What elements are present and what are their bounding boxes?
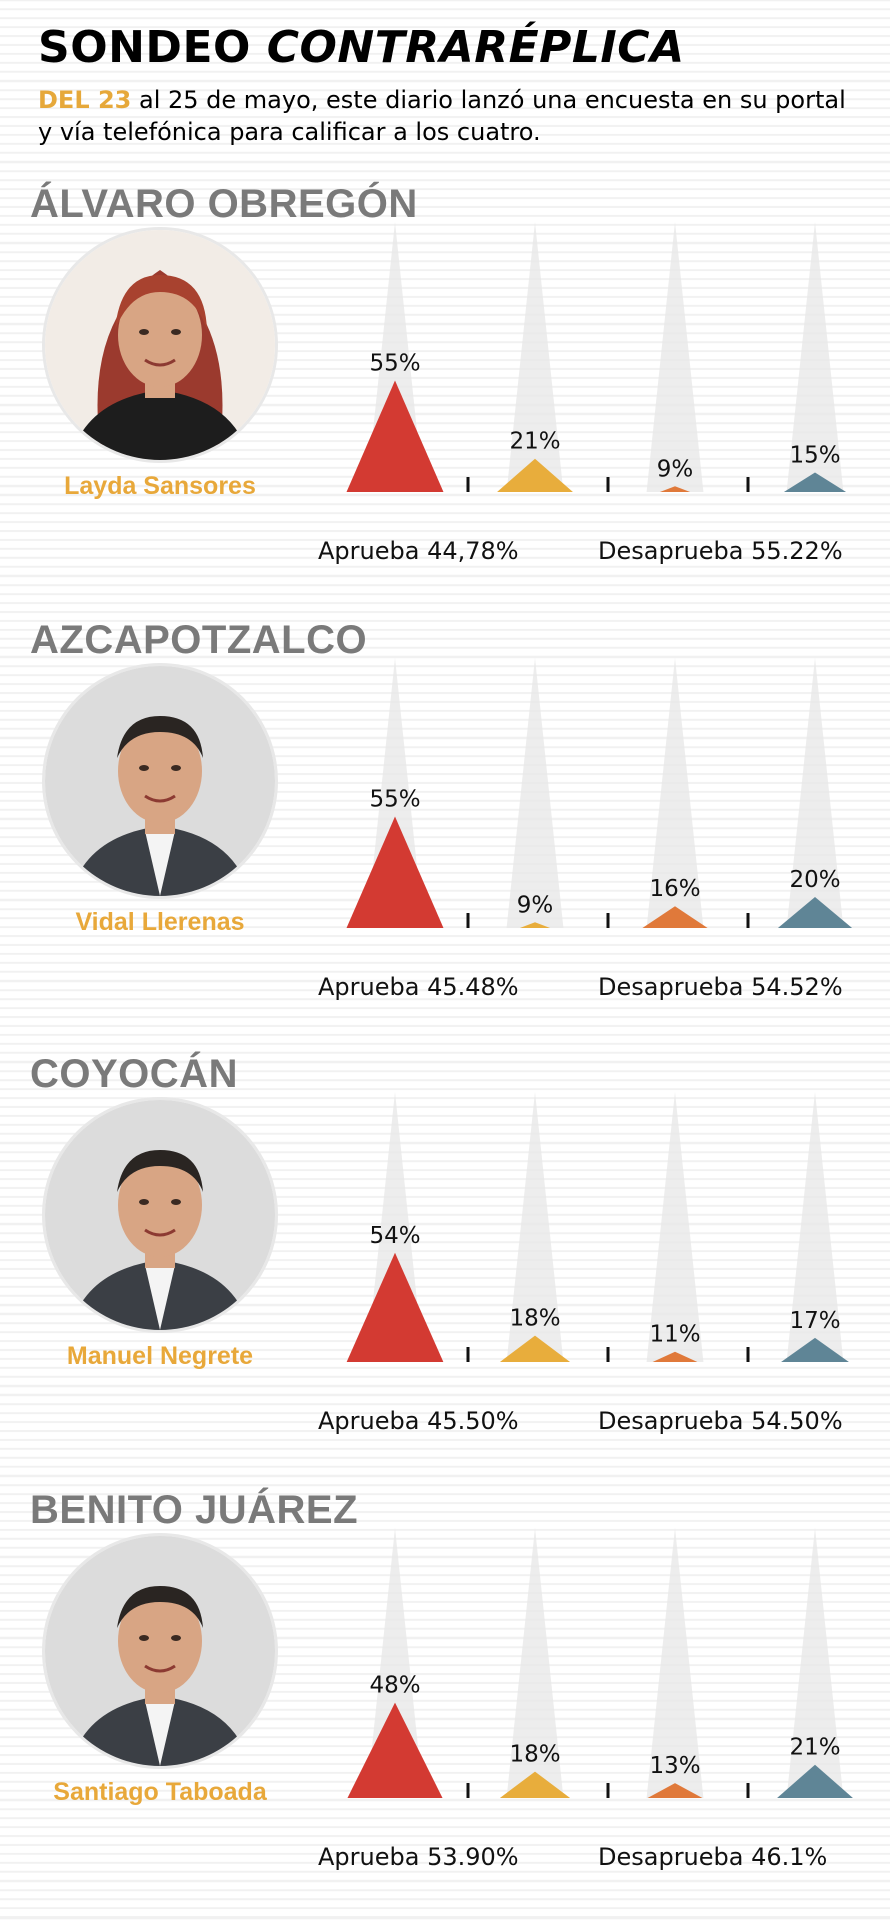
ghost-triangle (506, 1092, 564, 1362)
intro-rest: al 25 de mayo, este diario lanzó una enc… (38, 86, 846, 146)
bar-1 (519, 922, 551, 928)
ghost-triangle (506, 222, 564, 492)
ghost-triangle (506, 1528, 564, 1798)
data-label-0: 48% (369, 1673, 420, 1699)
data-label-1: 18% (509, 1742, 560, 1768)
ghost-triangle (366, 1528, 424, 1798)
ghost-triangle (786, 658, 844, 928)
disapprove-text: Desaprueba 54.50% (598, 1407, 843, 1435)
borough-title: COYOCÁN (30, 1052, 238, 1096)
bar-2 (659, 486, 691, 492)
disapprove-text: Desaprueba 46.1% (598, 1843, 828, 1871)
bar-2 (652, 1351, 698, 1362)
bar-3 (783, 472, 847, 492)
data-label-0: 55% (369, 351, 420, 377)
bar-3 (781, 1337, 849, 1362)
page-title: SONDEO CONTRARÉPLICA (38, 22, 685, 73)
bar-1 (497, 458, 573, 492)
rating-chart: 55%Menosde 59%Entre6 y 716%820%Entre9 y … (346, 658, 853, 928)
section-2: COYOCÁN Manuel Negrete 54%Menosde 518%Entr… (0, 1052, 890, 1487)
woman-portrait-icon (45, 230, 275, 460)
man-portrait-icon (45, 1100, 275, 1330)
person-name: Santiago Taboada (53, 1778, 267, 1806)
rating-chart: 54%Menosde 518%Entre6 y 711%817%Entre9 y… (346, 1092, 849, 1362)
data-label-3: 20% (789, 867, 840, 893)
portrait-photo (45, 230, 275, 460)
data-label-2: 9% (657, 456, 694, 482)
bar-3 (777, 1764, 853, 1798)
section-3: BENITO JUÁREZ Santiago Taboada 48%Menosde … (0, 1488, 890, 1923)
ghost-triangle (786, 222, 844, 492)
data-label-2: 11% (649, 1322, 700, 1348)
disapprove-text: Desaprueba 54.52% (598, 973, 843, 1001)
ghost-triangle (786, 1092, 844, 1362)
title-plain: SONDEO (38, 22, 267, 73)
section-1: AZCAPOTZALCO Vidal Llerenas 55%Menosde 59%… (0, 618, 890, 1053)
borough-title: AZCAPOTZALCO (30, 618, 368, 662)
bar-0 (347, 1702, 443, 1798)
borough-title: BENITO JUÁREZ (30, 1488, 359, 1532)
ghost-triangle (646, 1528, 704, 1798)
intro-text: DEL 23 al 25 de mayo, este diario lanzó … (38, 84, 858, 148)
approve-text: Aprueba 53.90% (318, 1843, 519, 1871)
ghost-triangle (506, 658, 564, 928)
title-italic: CONTRARÉPLICA (266, 22, 685, 73)
section-0: ÁLVARO OBREGÓN Layda Sansores 55%Menosde 5… (0, 182, 890, 617)
bar-0 (346, 380, 444, 492)
bar-0 (346, 816, 444, 928)
portrait-photo (45, 666, 275, 896)
person-name: Layda Sansores (64, 472, 256, 500)
approve-text: Aprueba 45.48% (318, 973, 519, 1001)
intro-highlight: DEL 23 (38, 86, 132, 114)
data-label-3: 21% (789, 1735, 840, 1761)
data-label-2: 13% (649, 1753, 700, 1779)
bar-3 (777, 897, 853, 928)
rating-chart: 55%Menosde 521%Entre6 y 79%815%Entre9 y … (346, 222, 847, 492)
data-label-1: 18% (509, 1306, 560, 1332)
data-label-1: 9% (517, 892, 554, 918)
man-portrait-icon (45, 1536, 275, 1766)
ghost-triangle (646, 658, 704, 928)
portrait-photo (45, 1100, 275, 1330)
portrait-photo (45, 1536, 275, 1766)
ghost-triangle (646, 1092, 704, 1362)
ghost-triangle (646, 222, 704, 492)
data-label-0: 54% (369, 1223, 420, 1249)
person-name: Vidal Llerenas (75, 908, 245, 936)
person-name: Manuel Negrete (66, 1342, 254, 1370)
approve-text: Aprueba 44,78% (318, 537, 519, 565)
data-label-3: 17% (789, 1308, 840, 1334)
data-label-2: 16% (649, 876, 700, 902)
rating-chart: 48%Menosde 518%Entre6 y 713%821%Entre9 y… (347, 1528, 853, 1798)
bar-0 (346, 1252, 444, 1362)
data-label-3: 15% (789, 443, 840, 469)
man-portrait-icon (45, 666, 275, 896)
approve-text: Aprueba 45.50% (318, 1407, 519, 1435)
bar-2 (647, 1783, 703, 1798)
data-label-1: 21% (509, 429, 560, 455)
bar-1 (499, 1771, 571, 1798)
borough-title: ÁLVARO OBREGÓN (30, 182, 418, 226)
bar-1 (499, 1335, 571, 1362)
ghost-triangle (786, 1528, 844, 1798)
disapprove-text: Desaprueba 55.22% (598, 537, 843, 565)
data-label-0: 55% (369, 787, 420, 813)
bar-2 (642, 906, 708, 928)
